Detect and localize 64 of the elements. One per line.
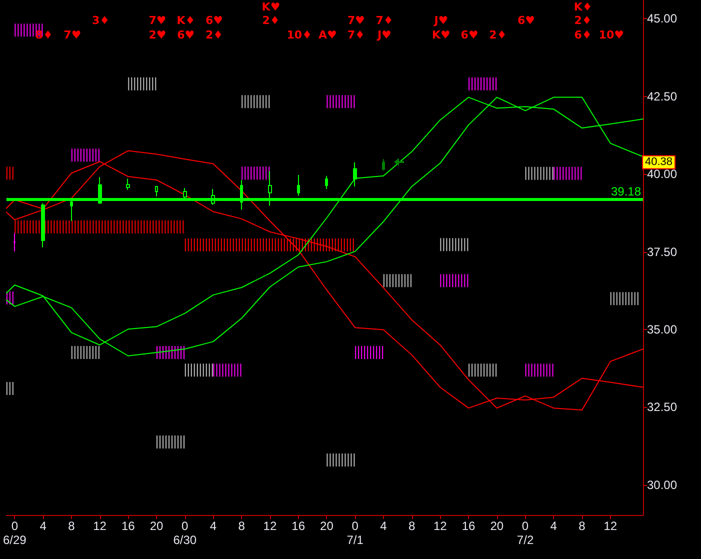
x-tick-label: 20: [320, 519, 334, 533]
x-tick-label: 0 7/2: [516, 519, 534, 547]
x-tick-label: 12: [434, 519, 448, 533]
y-tick-label: 40.00: [647, 167, 678, 182]
annotation: 7♥: [148, 14, 166, 27]
x-tick-label: 12: [263, 519, 277, 533]
x-tick-label: 16: [121, 519, 136, 533]
y-tick-label: 32.50: [647, 400, 678, 414]
candlestick: [382, 158, 385, 172]
x-tick-label: 8: [68, 519, 76, 533]
candlestick: [325, 175, 328, 190]
annotation: 2♦: [262, 14, 280, 27]
annotation: 7♦: [347, 28, 365, 42]
x-tick-label: 8: [238, 519, 246, 533]
annotation: J♥: [433, 14, 448, 27]
annotation: 8♦: [35, 28, 53, 42]
x-tick-label: 16: [462, 519, 476, 533]
annotation: 2♦: [574, 14, 592, 27]
annotation: 2♦: [205, 28, 223, 42]
annotation: 10♦: [286, 28, 312, 42]
annotation: 6♥: [460, 28, 478, 42]
annotation: J♥: [376, 28, 392, 42]
x-tick-label: 12: [93, 519, 107, 533]
candlestick: [353, 162, 357, 187]
y-tick-label: 37.50: [647, 244, 678, 259]
x-tick-label: 8: [578, 519, 586, 533]
annotation: K♥: [262, 0, 280, 14]
x-tick-label: 16: [292, 519, 306, 533]
x-tick-label: 20: [150, 519, 164, 533]
x-tick-label: 4: [380, 519, 388, 533]
x-tick-label: 12: [604, 519, 618, 533]
x-tick-label: 4: [40, 519, 47, 533]
ref-line-label: 39.18: [610, 184, 642, 199]
annotation: 7♦: [376, 14, 394, 27]
annotation: 6♥: [177, 28, 195, 42]
annotation: 40.38: [645, 156, 673, 168]
annotation: 6♦: [574, 28, 592, 42]
x-tick-label: 0 6/30: [173, 519, 197, 547]
candlestick: [13, 232, 16, 252]
candlestick: [297, 174, 300, 196]
candlestick: [126, 178, 130, 190]
annotation: K♥: [432, 28, 450, 42]
annotation: 3♦: [92, 14, 110, 27]
candlestick: [41, 202, 45, 248]
annotation: 2♥: [148, 28, 166, 42]
annotation: K♦: [176, 14, 196, 27]
annotation: K♦: [574, 0, 592, 14]
annotation: 7♥: [64, 28, 82, 42]
annotation: 2♦: [489, 28, 507, 42]
y-tick-label: 45.00: [647, 12, 678, 26]
annotation: A♥: [318, 28, 337, 42]
x-tick-label: 0 6/29: [3, 519, 27, 547]
x-tick-label: 8: [408, 519, 416, 533]
annotation: 10♥: [598, 28, 624, 42]
annotation: 6♥: [205, 14, 223, 27]
x-tick-label: 20: [490, 519, 504, 533]
x-tick-label: 0 7/1: [346, 519, 364, 547]
y-tick-label: 30.00: [647, 478, 678, 492]
y-tick-label: 42.50: [647, 89, 678, 104]
x-tick-label: 4: [550, 519, 558, 533]
annotation: 7♥: [347, 14, 365, 27]
annotation: 6♥: [518, 14, 536, 27]
x-tick-label: 4: [210, 519, 217, 533]
y-tick-label: 35.00: [647, 322, 678, 336]
